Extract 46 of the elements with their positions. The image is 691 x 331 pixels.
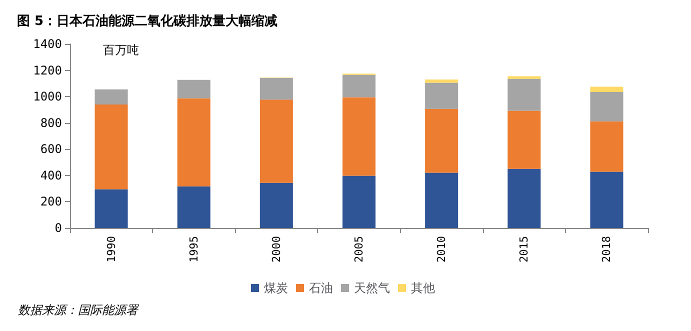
legend-label: 天然气 [354, 281, 390, 295]
bar [342, 176, 376, 228]
legend-label: 煤炭 [264, 281, 288, 295]
x-tick-label: 2005 [352, 236, 366, 262]
bar [425, 172, 458, 228]
bar [177, 186, 210, 228]
bar [94, 189, 128, 228]
y-tick-label: 1000 [33, 90, 62, 104]
bar [425, 82, 458, 109]
bar [508, 168, 541, 228]
bar [260, 100, 293, 183]
bar [342, 74, 376, 98]
y-tick-label: 600 [40, 142, 62, 156]
bar [425, 108, 458, 173]
y-tick-label: 0 [54, 221, 62, 235]
bar [508, 78, 541, 111]
bar [260, 78, 293, 100]
bar [177, 80, 210, 98]
source-note: 数据来源：国际能源署 [18, 303, 140, 317]
y-tick-label: 1200 [33, 63, 62, 78]
x-tick-label: 2000 [270, 236, 283, 262]
chart-title: 图 5：日本石油能源二氧化碳排放量大幅缩减 [17, 13, 278, 29]
x-tick-label: 2015 [518, 236, 531, 262]
bar [590, 86, 624, 92]
y-tick-label: 400 [40, 168, 62, 182]
x-tick-label: 2018 [600, 236, 614, 262]
bar [177, 98, 210, 186]
legend-label: 石油 [309, 281, 333, 295]
bar [342, 97, 376, 176]
bar [590, 121, 624, 172]
x-tick-label: 1990 [104, 236, 118, 262]
bar [94, 104, 128, 190]
bar [508, 110, 541, 169]
y-tick-label: 800 [40, 116, 62, 130]
legend-label: 其他 [411, 281, 435, 295]
bar [508, 76, 541, 79]
y-tick-label: 200 [40, 194, 62, 209]
annotation: 百万吨 [103, 43, 139, 57]
bar [425, 79, 458, 83]
y-tick-label: 1400 [33, 37, 62, 51]
bar [590, 92, 624, 122]
bar [590, 172, 624, 228]
bar [260, 182, 293, 228]
x-tick-label: 1995 [187, 236, 200, 262]
x-tick-label: 2010 [435, 236, 448, 262]
bar [94, 89, 128, 104]
